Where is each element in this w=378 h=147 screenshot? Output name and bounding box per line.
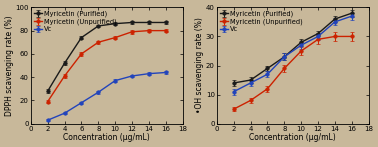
Y-axis label: DPPH scavenging rate (%): DPPH scavenging rate (%)	[5, 15, 14, 116]
X-axis label: Concentration (μg/mL): Concentration (μg/mL)	[64, 133, 150, 142]
Legend: Myricetin (Purified), Myricetin (Unpurified), Vc: Myricetin (Purified), Myricetin (Unpurif…	[219, 9, 304, 34]
Y-axis label: •OH scavenging rate (%): •OH scavenging rate (%)	[195, 18, 204, 113]
Legend: Myricetin (Purified), Myricetin (Unpurified), Vc: Myricetin (Purified), Myricetin (Unpurif…	[33, 9, 118, 34]
X-axis label: Concentration (μg/mL): Concentration (μg/mL)	[249, 133, 336, 142]
